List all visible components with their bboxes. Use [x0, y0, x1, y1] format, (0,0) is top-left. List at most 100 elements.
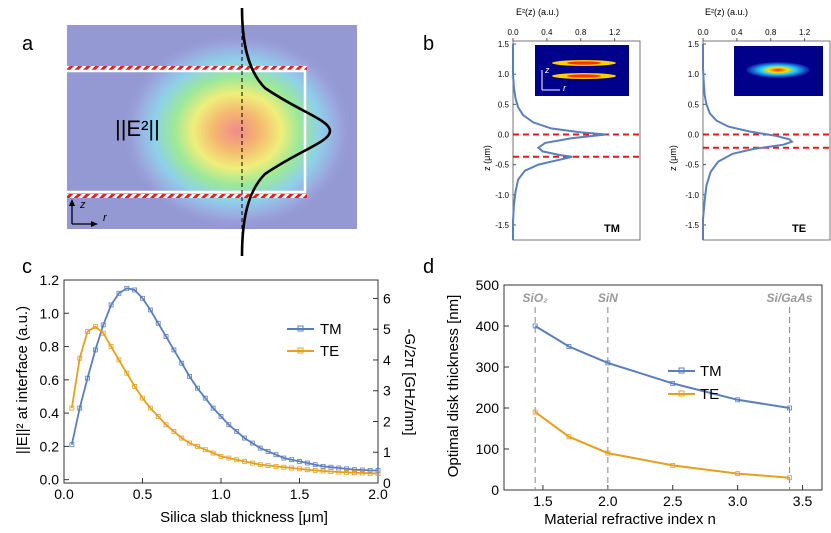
field-profile-line: [702, 44, 794, 240]
data-point-tm: [787, 405, 792, 411]
data-point-tm: [375, 468, 381, 473]
y-tick-label: 1.5: [688, 40, 700, 49]
x-tick-label: 2.0: [598, 493, 618, 509]
data-point-te: [187, 440, 193, 446]
data-point-te: [202, 447, 208, 453]
panel-label-c: c: [22, 256, 32, 278]
data-point-tm: [242, 435, 247, 441]
series-line-tm: [534, 325, 790, 409]
data-point-te: [281, 464, 287, 470]
y-tick-label: -1.0: [685, 191, 699, 200]
top-axis-label: E²(z) (a.u.): [705, 7, 748, 17]
data-point-tm: [265, 448, 271, 454]
y-tick-label: 0.5: [498, 100, 510, 109]
panel-label-b: b: [423, 33, 434, 55]
data-point-tm: [108, 302, 114, 308]
y-tick-label: -1.5: [495, 221, 509, 230]
y-right-tick-label: 5: [383, 321, 391, 337]
legend-label-te: TE: [700, 386, 719, 403]
y-tick-label: 1.0: [40, 305, 60, 321]
data-point-tm: [352, 467, 357, 473]
data-point-te: [155, 414, 161, 419]
inset-field-map: [535, 45, 629, 96]
data-point-te: [210, 450, 216, 456]
data-point-tm: [85, 375, 90, 381]
data-point-tm: [155, 320, 161, 326]
legend-marker-te: [297, 347, 304, 354]
x-axis-title: Silica slab thickness [μm]: [160, 509, 328, 526]
data-point-tm: [93, 347, 98, 353]
data-point-tm: [670, 380, 676, 386]
data-point-tm: [605, 360, 611, 366]
y-tick-label: 0.5: [688, 100, 700, 109]
data-point-te: [344, 469, 350, 475]
axis-r-arrowhead: [91, 221, 98, 227]
data-point-tm: [140, 295, 145, 301]
data-point-te: [273, 463, 279, 469]
data-point-tm: [187, 374, 193, 379]
data-point-te: [171, 429, 177, 434]
plot-frame: [702, 40, 831, 241]
data-point-tm: [69, 442, 75, 448]
y-tick-label: 200: [476, 400, 500, 416]
y-right-tick-label: 6: [383, 290, 391, 306]
data-point-tm: [359, 467, 365, 473]
data-point-tm: [344, 466, 350, 472]
data-point-te: [265, 463, 271, 468]
y-tick-label: 1.0: [688, 70, 700, 79]
panel-label-d: d: [423, 256, 434, 278]
legend-label-te: TE: [320, 343, 339, 360]
data-point-te: [336, 469, 342, 475]
data-point-tm: [124, 285, 130, 291]
data-point-tm: [179, 360, 185, 366]
data-point-tm: [234, 429, 240, 434]
data-point-tm: [210, 405, 216, 411]
data-point-tm: [132, 287, 138, 293]
data-point-te: [195, 443, 200, 449]
series-line-te: [70, 325, 379, 475]
material-label: SiN: [598, 291, 618, 305]
data-point-tm: [77, 405, 83, 411]
data-point-te: [108, 344, 114, 349]
data-point-tm: [147, 307, 153, 313]
data-point-te: [787, 475, 792, 481]
x-tick-label: 1.5: [290, 486, 310, 502]
data-point-te: [367, 470, 373, 476]
plot-frame: [512, 40, 641, 241]
data-point-te: [328, 469, 334, 474]
data-point-te: [140, 395, 145, 401]
data-point-tm: [281, 455, 287, 461]
y-tick-label: -1.0: [495, 191, 509, 200]
x-tick-label: 0.8: [575, 28, 587, 37]
y-right-tick-label: 1: [383, 444, 391, 460]
data-point-tm: [249, 440, 255, 446]
legend-marker-tm: [297, 325, 304, 332]
inset-axis-z-label: z: [544, 65, 550, 75]
y-right-tick-label: 0: [383, 475, 391, 491]
y-tick-label: 1.0: [498, 70, 510, 79]
y-axis-title: ||E||² at interface (a.u.): [14, 306, 31, 454]
y-tick-label: 300: [476, 359, 500, 375]
data-point-te: [163, 422, 169, 428]
y-tick-label: -0.5: [685, 161, 699, 170]
y-tick-label: 100: [476, 441, 500, 457]
data-point-te: [69, 405, 75, 411]
x-tick-label: 0.0: [507, 28, 519, 37]
data-point-te: [218, 453, 224, 459]
data-point-tm: [257, 445, 263, 451]
inset-lobe-bottom-core: [567, 74, 601, 78]
y-tick-label: 0.0: [40, 472, 60, 488]
data-point-te: [375, 471, 381, 476]
data-point-te: [77, 355, 83, 361]
data-point-te: [226, 455, 232, 461]
x-tick-label: 1.2: [609, 28, 621, 37]
x-tick-label: 3.0: [728, 493, 748, 509]
y-tick-label: -1.5: [685, 221, 699, 230]
y-tick-label: -0.5: [495, 161, 509, 170]
y-right-axis-title: -G/2π [GHz/nm]: [401, 328, 418, 435]
data-point-te: [85, 329, 90, 334]
data-point-te: [93, 324, 98, 329]
x-tick-label: 1.2: [799, 28, 811, 37]
x-tick-label: 0.0: [54, 486, 74, 502]
x-tick-label: 0.4: [541, 28, 553, 37]
